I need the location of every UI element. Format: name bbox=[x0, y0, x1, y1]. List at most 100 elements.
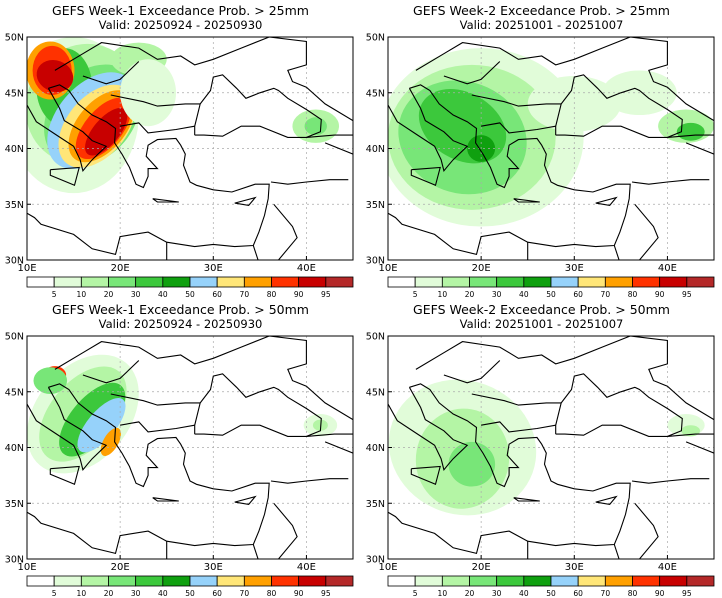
colorbar-swatch bbox=[135, 276, 164, 288]
coastline bbox=[27, 84, 270, 256]
colorbar-label: 5 bbox=[413, 290, 418, 299]
colorbar-label: 40 bbox=[519, 290, 529, 299]
colorbar-swatch bbox=[496, 276, 525, 288]
map-panel: 10E 20E 30E 40E 30N 35N 40N 45N 50N 5 10 20 30 40 50 60… bbox=[361, 0, 722, 299]
coastline bbox=[270, 179, 349, 185]
coastline bbox=[613, 203, 659, 260]
colorbar-label: 60 bbox=[212, 290, 222, 299]
lat-label: 40N bbox=[5, 443, 24, 454]
colorbar-label: 80 bbox=[267, 589, 277, 598]
colorbar-swatch bbox=[80, 575, 109, 587]
lon-label: 40E bbox=[297, 562, 316, 573]
colorbar-swatch bbox=[469, 276, 498, 288]
colorbar-label: 30 bbox=[492, 290, 502, 299]
coastline bbox=[415, 37, 714, 122]
lon-label: 40E bbox=[297, 263, 316, 274]
colorbar-swatch bbox=[686, 276, 715, 288]
lat-label: 45N bbox=[366, 88, 385, 99]
coastline bbox=[410, 465, 441, 486]
lat-label: 35N bbox=[5, 200, 24, 211]
coastline bbox=[388, 387, 469, 471]
colorbar-label: 40 bbox=[158, 290, 168, 299]
colorbar-label: 10 bbox=[77, 589, 87, 598]
colorbar-label: 80 bbox=[628, 589, 638, 598]
coastline bbox=[234, 196, 257, 206]
coastline bbox=[388, 88, 469, 172]
lat-label: 30N bbox=[366, 256, 385, 267]
coastline bbox=[194, 373, 322, 437]
coastline bbox=[415, 336, 714, 421]
colorbar-label: 70 bbox=[240, 290, 250, 299]
coastline bbox=[324, 142, 353, 155]
colorbar-swatch bbox=[496, 575, 525, 587]
coastline bbox=[82, 61, 140, 85]
probability-contour bbox=[304, 117, 327, 136]
lon-label: 10E bbox=[378, 562, 397, 573]
colorbar-swatch bbox=[632, 276, 661, 288]
coastline bbox=[595, 495, 618, 505]
colorbar-label: 80 bbox=[628, 290, 638, 299]
coastline bbox=[471, 94, 562, 107]
colorbar-swatch bbox=[53, 575, 82, 587]
lon-label: 30E bbox=[565, 263, 584, 274]
colorbar-swatch bbox=[659, 276, 688, 288]
colorbar-label: 70 bbox=[240, 589, 250, 598]
lat-label: 30N bbox=[366, 555, 385, 566]
probability-contour bbox=[36, 60, 74, 93]
panel-title: GEFS Week-1 Exceedance Prob. > 25mm bbox=[52, 3, 309, 18]
coastline bbox=[388, 84, 631, 256]
colorbar-swatch bbox=[469, 575, 498, 587]
coastline bbox=[120, 122, 195, 134]
colorbar-label: 95 bbox=[321, 589, 331, 598]
coastline bbox=[49, 166, 80, 187]
coastline bbox=[471, 393, 562, 406]
colorbar-label: 5 bbox=[52, 290, 57, 299]
lon-label: 10E bbox=[17, 263, 36, 274]
lon-label: 10E bbox=[17, 562, 36, 573]
colorbar-label: 50 bbox=[185, 290, 195, 299]
colorbar-label: 30 bbox=[492, 589, 502, 598]
colorbar-swatch bbox=[441, 276, 470, 288]
lat-label: 35N bbox=[5, 499, 24, 510]
colorbar-swatch bbox=[632, 575, 661, 587]
coastline bbox=[120, 421, 195, 433]
lon-label: 30E bbox=[204, 263, 223, 274]
coastline bbox=[306, 134, 353, 138]
colorbar-swatch bbox=[577, 276, 606, 288]
coastline bbox=[410, 166, 441, 187]
lat-label: 45N bbox=[5, 387, 24, 398]
colorbar-label: 20 bbox=[104, 290, 114, 299]
colorbar-swatch bbox=[216, 276, 245, 288]
coastline bbox=[631, 478, 710, 484]
map-panel: 10E 20E 30E 40E 30N 35N 40N 45N 50N 5 10 20 30 40 50 60… bbox=[0, 0, 361, 299]
coastline bbox=[481, 421, 556, 433]
colorbar-swatch bbox=[659, 575, 688, 587]
colorbar-label: 40 bbox=[158, 589, 168, 598]
panel-title: GEFS Week-2 Exceedance Prob. > 50mm bbox=[413, 302, 670, 317]
lat-label: 30N bbox=[5, 555, 24, 566]
lat-label: 45N bbox=[5, 88, 24, 99]
valid-dates: Valid: 20251001 - 20251007 bbox=[459, 18, 624, 32]
lon-label: 20E bbox=[472, 562, 491, 573]
coastline bbox=[194, 74, 322, 138]
colorbar-swatch bbox=[26, 276, 55, 288]
coastline bbox=[667, 433, 714, 437]
coastline bbox=[110, 94, 201, 107]
colorbar-swatch bbox=[550, 276, 579, 288]
probability-contour bbox=[85, 108, 128, 156]
colorbar-label: 30 bbox=[131, 589, 141, 598]
colorbar-label: 10 bbox=[77, 290, 87, 299]
colorbar-swatch bbox=[604, 575, 633, 587]
probability-contour bbox=[100, 427, 121, 456]
colorbar-label: 95 bbox=[321, 290, 331, 299]
probability-contour bbox=[448, 441, 496, 487]
colorbar-label: 90 bbox=[294, 290, 304, 299]
coastline bbox=[555, 373, 683, 437]
colorbar-label: 90 bbox=[294, 589, 304, 598]
lon-label: 10E bbox=[378, 263, 397, 274]
colorbar-swatch bbox=[414, 575, 443, 587]
colorbar-swatch bbox=[387, 575, 416, 587]
colorbar-swatch bbox=[325, 575, 354, 587]
panel-title: GEFS Week-1 Exceedance Prob. > 50mm bbox=[52, 302, 309, 317]
coastline bbox=[513, 198, 540, 203]
